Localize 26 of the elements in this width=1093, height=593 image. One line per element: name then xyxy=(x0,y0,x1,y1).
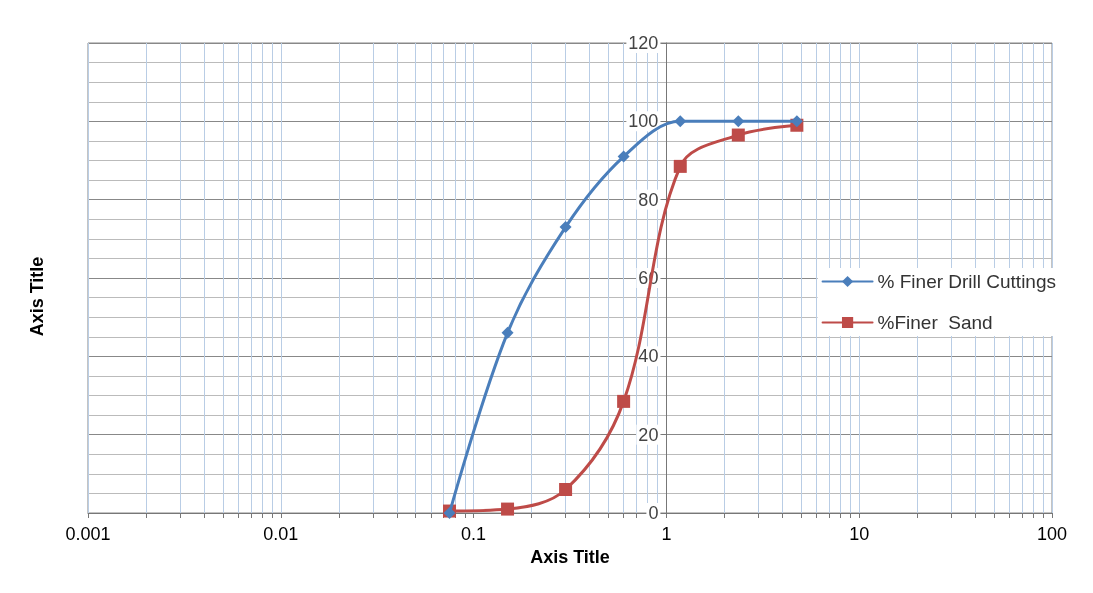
point xyxy=(732,115,745,128)
y-tick-label: 20 xyxy=(638,424,659,445)
x-tick-label: 0.01 xyxy=(263,524,299,544)
y-tick-label: 40 xyxy=(638,346,659,367)
y-tick-label: 0 xyxy=(648,503,659,523)
x-tick-label: 1 xyxy=(661,524,672,544)
x-tick-label: 100 xyxy=(1036,524,1068,544)
point xyxy=(617,394,631,408)
y-axis-title: Axis Title xyxy=(27,256,47,337)
point xyxy=(674,115,687,128)
legend-label: %Finer Sand xyxy=(877,312,993,333)
point xyxy=(559,483,573,496)
point xyxy=(501,502,515,516)
x-tick-label: 0.001 xyxy=(65,524,111,544)
point xyxy=(617,150,630,163)
point xyxy=(501,326,514,339)
x-tick-label: 0.1 xyxy=(461,524,487,544)
y-tick-label: 100 xyxy=(628,111,659,132)
y-tick-label: 80 xyxy=(638,189,659,210)
y-tick-label: 120 xyxy=(628,33,659,53)
point xyxy=(673,159,687,173)
x-axis-title: Axis Title xyxy=(530,546,610,567)
legend-label: % Finer Drill Cuttings xyxy=(877,271,1057,292)
point xyxy=(731,128,745,142)
point xyxy=(559,221,572,234)
x-tick-label: 10 xyxy=(849,524,870,544)
